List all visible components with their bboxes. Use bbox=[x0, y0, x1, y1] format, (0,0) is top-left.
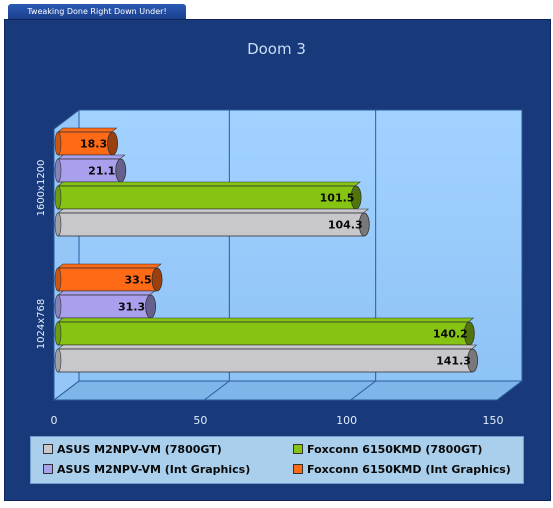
legend-label-foxconn-int: Foxconn 6150KMD (Int Graphics) bbox=[307, 463, 511, 476]
data-label: 101.5 bbox=[320, 192, 355, 205]
data-label: 141.3 bbox=[436, 355, 471, 368]
bar bbox=[54, 181, 362, 210]
data-label: 18.3 bbox=[80, 138, 107, 151]
floor-grid-line-100 bbox=[350, 380, 376, 401]
legend-label-foxconn-7800gt: Foxconn 6150KMD (7800GT) bbox=[307, 443, 483, 456]
plot-floor bbox=[52, 380, 524, 401]
legend-swatch-asus-7800gt bbox=[43, 444, 53, 454]
bar bbox=[54, 263, 163, 292]
x-tick-label: 150 bbox=[483, 414, 504, 427]
bar bbox=[54, 317, 475, 346]
chart-title: Doom 3 bbox=[247, 40, 306, 58]
x-tick-label: 0 bbox=[51, 414, 58, 427]
category-label: 1600x1200 bbox=[36, 160, 47, 217]
legend-swatch-foxconn-7800gt bbox=[293, 444, 303, 454]
data-label: 104.3 bbox=[328, 219, 363, 232]
legend-item-foxconn-7800gt: Foxconn 6150KMD (7800GT) bbox=[293, 441, 482, 459]
legend: ASUS M2NPV-VM (7800GT) Foxconn 6150KMD (… bbox=[30, 436, 524, 484]
bars bbox=[54, 127, 478, 373]
bar bbox=[54, 154, 127, 183]
data-label: 33.5 bbox=[124, 274, 151, 287]
data-label: 21.1 bbox=[88, 165, 115, 178]
site-banner: Tweaking Done Right Down Under! bbox=[8, 4, 186, 19]
bar bbox=[54, 290, 157, 319]
legend-swatch-foxconn-int bbox=[293, 464, 303, 474]
x-tick-label: 100 bbox=[336, 414, 357, 427]
category-label: 1024x768 bbox=[36, 299, 47, 349]
floor-grid-line-50 bbox=[204, 380, 230, 401]
legend-item-asus-int: ASUS M2NPV-VM (Int Graphics) bbox=[43, 461, 250, 479]
bar bbox=[54, 208, 370, 237]
x-tick-label: 50 bbox=[193, 414, 207, 427]
legend-swatch-asus-int bbox=[43, 464, 53, 474]
labels: 0 50 100 150 1600x1200 18.3 21.1 101.5 104.3 1024… bbox=[36, 138, 504, 428]
legend-label-asus-int: ASUS M2NPV-VM (Int Graphics) bbox=[57, 463, 251, 476]
data-label: 31.3 bbox=[118, 301, 145, 314]
legend-item-asus-7800gt: ASUS M2NPV-VM (7800GT) bbox=[43, 441, 222, 459]
bar bbox=[54, 344, 478, 373]
legend-item-foxconn-int: Foxconn 6150KMD (Int Graphics) bbox=[293, 461, 511, 479]
legend-label-asus-7800gt: ASUS M2NPV-VM (7800GT) bbox=[57, 443, 222, 456]
data-label: 140.2 bbox=[433, 328, 468, 341]
